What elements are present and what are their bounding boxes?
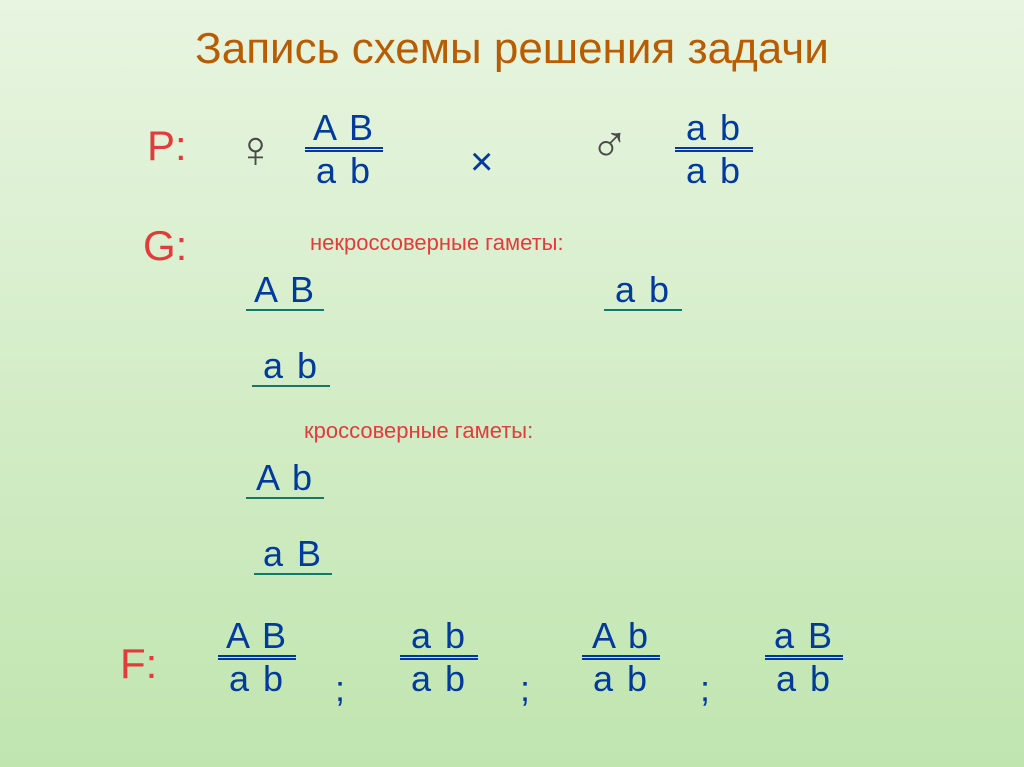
allele-text: a b xyxy=(316,153,372,189)
female-symbol: ♀ xyxy=(236,120,275,180)
male-symbol: ♂ xyxy=(590,115,629,175)
allele-text: a B xyxy=(263,536,323,572)
noncrossover-gamete-3: a b xyxy=(252,348,330,387)
separator-3: ; xyxy=(700,668,710,710)
allele-text: a B xyxy=(774,618,834,654)
allele-text: A B xyxy=(254,272,316,308)
separator-2: ; xyxy=(520,668,530,710)
label-P: P: xyxy=(147,122,187,170)
allele-text: a b xyxy=(229,661,285,697)
allele-text: A b xyxy=(592,618,650,654)
label-noncrossover: некроссоверные гаметы: xyxy=(310,230,564,256)
allele-text: a b xyxy=(615,272,671,308)
crossover-gamete-2: a B xyxy=(254,536,332,575)
allele-text: a b xyxy=(263,348,319,384)
cross-symbol: × xyxy=(470,140,493,185)
allele-text: A B xyxy=(313,110,375,146)
allele-text: a b xyxy=(686,110,742,146)
label-crossover: кроссоверные гаметы: xyxy=(304,418,533,444)
allele-text: a b xyxy=(776,661,832,697)
allele-text: a b xyxy=(686,153,742,189)
chromosome-single-line xyxy=(254,573,332,575)
allele-text: a b xyxy=(411,661,467,697)
chromosome-single-line xyxy=(604,309,682,311)
noncrossover-gamete-1: A B xyxy=(246,272,324,311)
chromosome-single-line xyxy=(246,497,324,499)
noncrossover-gamete-2: a b xyxy=(604,272,682,311)
label-G: G: xyxy=(143,222,187,270)
chromosome-single-line xyxy=(252,385,330,387)
label-F: F: xyxy=(120,640,157,688)
allele-text: a b xyxy=(411,618,467,654)
parent-female-genotype: A B a b xyxy=(305,110,383,189)
chromosome-single-line xyxy=(246,309,324,311)
offspring-4: a B a b xyxy=(765,618,843,697)
parent-male-genotype: a b a b xyxy=(675,110,753,189)
crossover-gamete-1: A b xyxy=(246,460,324,499)
slide-title: Запись схемы решения задачи xyxy=(0,24,1024,74)
allele-text: A B xyxy=(226,618,288,654)
offspring-2: a b a b xyxy=(400,618,478,697)
offspring-1: A B a b xyxy=(218,618,296,697)
offspring-3: A b a b xyxy=(582,618,660,697)
allele-text: A b xyxy=(256,460,314,496)
allele-text: a b xyxy=(593,661,649,697)
separator-1: ; xyxy=(335,668,345,710)
